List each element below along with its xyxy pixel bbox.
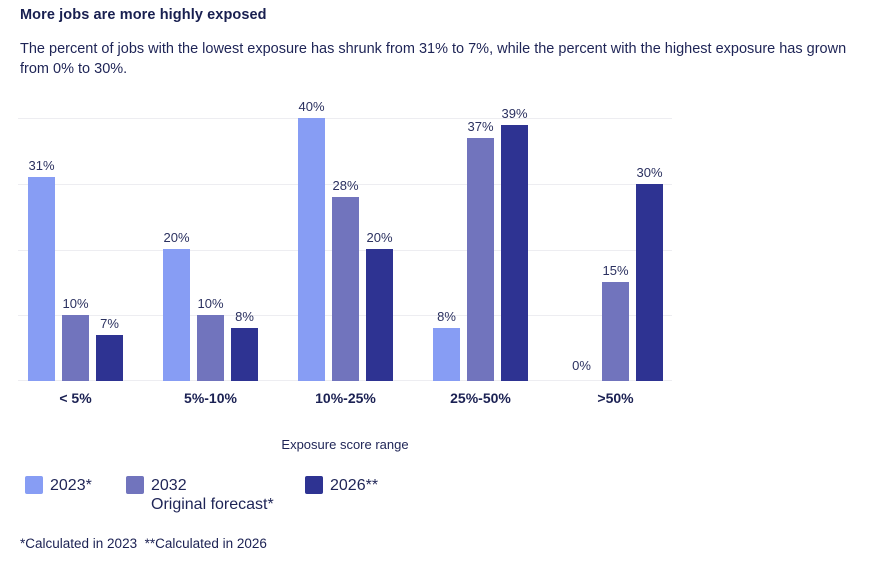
value-label-series1-cat4: 8% <box>437 309 456 324</box>
legend-item-1: 2023* <box>25 476 92 495</box>
x-axis-title: Exposure score range <box>281 437 409 452</box>
gridline-30pct <box>18 183 672 185</box>
bar-series1-cat4 <box>433 328 460 381</box>
bar-series2-cat4 <box>467 138 494 381</box>
value-label-series2-cat5: 15% <box>602 263 629 278</box>
bar-series2-cat3 <box>332 197 359 381</box>
chart-title: More jobs are more highly exposed <box>20 7 267 23</box>
category-label-2: 5%-10% <box>184 390 237 406</box>
bar-series2-cat2 <box>197 315 224 381</box>
x-axis-category-labels: < 5% 5%-10% 10%-25% 25%-50% >50% <box>18 390 672 408</box>
legend-item-2: 2032 Original forecast* <box>126 476 274 514</box>
legend-swatch-icon <box>305 476 323 494</box>
chart-legend: 2023* 2032 Original forecast* 2026** <box>0 476 869 516</box>
legend-label-line1: 2026** <box>330 477 379 494</box>
bar-series3-cat2 <box>231 328 258 381</box>
value-label-series1-cat1: 31% <box>28 158 55 173</box>
bar-series3-cat5 <box>636 184 663 381</box>
bar-series2-cat5 <box>602 282 629 381</box>
value-label-series2-cat1: 10% <box>62 296 89 311</box>
bar-series3-cat3 <box>366 249 393 381</box>
legend-label-line2: Original forecast* <box>151 496 274 513</box>
legend-swatch-icon <box>126 476 144 494</box>
category-label-1: < 5% <box>59 390 92 406</box>
bar-series3-cat1 <box>96 335 123 381</box>
value-label-series1-cat5: 0% <box>572 358 591 373</box>
legend-label-line1: 2023* <box>50 477 92 494</box>
category-label-3: 10%-25% <box>315 390 376 406</box>
value-label-series2-cat3: 28% <box>332 178 359 193</box>
value-label-series2-cat2: 10% <box>197 296 224 311</box>
chart-subtitle: The percent of jobs with the lowest expo… <box>20 41 847 77</box>
value-label-series3-cat4: 39% <box>501 106 528 121</box>
legend-label: 2026** <box>330 476 378 495</box>
legend-label: 2032 Original forecast* <box>151 476 274 514</box>
legend-swatch-icon <box>25 476 43 494</box>
category-label-4: 25%-50% <box>450 390 511 406</box>
bar-series1-cat1 <box>28 177 55 381</box>
value-label-series1-cat2: 20% <box>163 230 190 245</box>
value-label-series2-cat4: 37% <box>467 119 494 134</box>
legend-label: 2023* <box>50 476 92 495</box>
value-label-series1-cat3: 40% <box>298 99 325 114</box>
legend-item-3: 2026** <box>305 476 378 495</box>
value-label-series3-cat5: 30% <box>636 165 663 180</box>
category-label-5: >50% <box>597 390 634 406</box>
value-label-series3-cat2: 8% <box>235 309 254 324</box>
bar-series1-cat3 <box>298 118 325 381</box>
bar-series2-cat1 <box>62 315 89 381</box>
value-label-series3-cat1: 7% <box>100 316 119 331</box>
legend-label-line1: 2032 <box>151 477 187 494</box>
bar-series1-cat2 <box>163 249 190 381</box>
bar-chart-plot-area: 31% 10% 7% 20% 10% 8% 40% 28% 20% 8% 37% 39% 0% 15% 30… <box>18 99 672 381</box>
bar-series3-cat4 <box>501 125 528 381</box>
value-label-series3-cat3: 20% <box>366 230 393 245</box>
footnote: *Calculated in 2023 **Calculated in 2026 <box>20 536 267 551</box>
gridline-40pct <box>18 118 672 119</box>
